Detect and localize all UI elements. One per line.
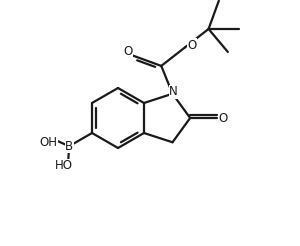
Text: OH: OH <box>40 137 58 149</box>
Text: N: N <box>169 85 178 98</box>
Text: HO: HO <box>55 159 73 172</box>
Text: O: O <box>187 39 196 52</box>
Text: O: O <box>124 45 133 58</box>
Text: B: B <box>65 140 73 153</box>
Text: O: O <box>218 111 228 124</box>
